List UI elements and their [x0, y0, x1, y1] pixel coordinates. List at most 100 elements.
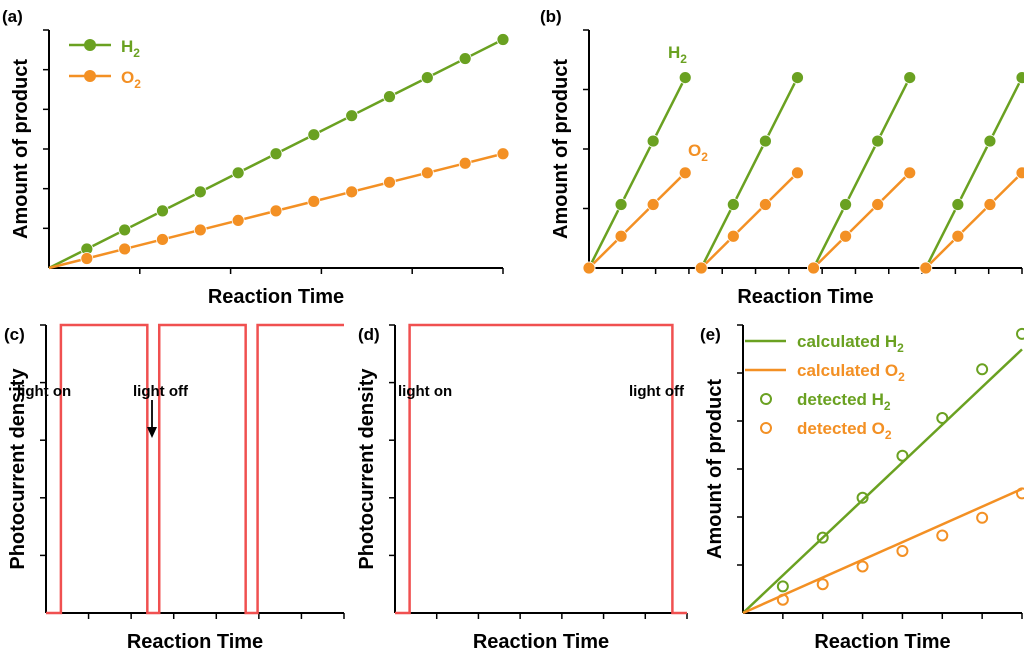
y-axis-title: Amount of product [10, 59, 32, 239]
photocurrent-line [46, 323, 344, 615]
panel-d: (d) Reaction Time Photocurrent density ligh… [356, 323, 688, 649]
legend-marker [760, 422, 772, 434]
data-point-detected-O2 [776, 593, 789, 606]
data-point-O2 [646, 198, 660, 211]
legend-marker [84, 70, 96, 82]
data-point-detected-O2 [1016, 487, 1024, 500]
data-point-O2 [1015, 166, 1024, 180]
panel-e: (e) Reaction Time Amount of product calcula… [700, 324, 1024, 649]
data-point-O2 [951, 229, 965, 243]
data-point-detected-O2 [936, 529, 949, 542]
data-point-H2 [231, 166, 245, 180]
data-point-O2 [307, 194, 321, 208]
panel-label: (e) [700, 325, 721, 344]
arrow-head [147, 427, 157, 438]
data-point-H2 [420, 71, 434, 84]
panel-label: (d) [358, 325, 380, 344]
data-point-H2 [726, 198, 740, 211]
data-point-H2 [156, 204, 169, 218]
y-axis-title: Photocurrent density [356, 368, 378, 570]
legend-label: calculated O2 [797, 361, 905, 384]
data-point-H2 [614, 198, 628, 211]
legend-label: H2 [121, 37, 140, 60]
data-point-H2 [193, 185, 207, 199]
data-point-H2 [951, 198, 965, 211]
data-point-O2 [807, 261, 820, 275]
data-point-H2 [118, 223, 132, 237]
data-point-O2 [269, 204, 283, 218]
panel-b: (b) Reaction Time Amount of product H2 O2 [540, 7, 1024, 308]
data-point-O2 [871, 198, 885, 211]
data-point-H2 [1015, 71, 1024, 84]
series-line-O2 [700, 171, 799, 269]
annotation-light-on: light on [17, 383, 71, 400]
data-point-O2 [383, 175, 396, 189]
series-line-H2 [587, 77, 687, 269]
legend-label: detected O2 [797, 419, 892, 442]
x-axis-title: Reaction Time [737, 286, 873, 308]
legend-label: detected H2 [797, 390, 891, 413]
annotation-light-on: light on [398, 383, 452, 400]
data-point-H2 [383, 90, 396, 104]
photocurrent-line [395, 323, 687, 615]
panel-c: (c) Reaction Time Photocurrent densityligh… [4, 323, 345, 649]
data-point-H2 [345, 109, 359, 123]
series-line-O2 [588, 171, 687, 269]
data-point-detected-O2 [896, 544, 909, 557]
panel-label: (c) [4, 325, 25, 344]
x-axis-title: Reaction Time [814, 631, 950, 649]
series-line-O2 [924, 171, 1023, 269]
data-point-O2 [582, 261, 596, 275]
data-point-O2 [80, 252, 94, 265]
series-line-H2 [924, 77, 1024, 269]
panel-a: (a) Reaction Time Amount of product H2 O2 [2, 7, 510, 308]
data-point-H2 [903, 71, 917, 84]
x-axis-title: Reaction Time [208, 286, 344, 308]
y-axis-title: Photocurrent density [7, 368, 29, 570]
x-axis-title: Reaction Time [127, 631, 263, 649]
annotation-light-off: light off [629, 383, 685, 400]
fit-line-calculated-O2 [742, 487, 1023, 615]
data-point-O2 [118, 242, 132, 256]
data-point-O2 [614, 229, 628, 243]
annotation-h2: H2 [668, 43, 687, 66]
legend-marker [84, 39, 96, 51]
data-point-O2 [420, 166, 434, 180]
annotation-o2: O2 [688, 141, 708, 164]
data-point-H2 [791, 71, 804, 84]
x-axis-title: Reaction Time [473, 631, 609, 649]
data-point-H2 [458, 52, 472, 65]
data-point-O2 [919, 261, 933, 275]
data-point-O2 [231, 213, 245, 227]
data-point-H2 [678, 71, 692, 84]
data-point-O2 [759, 198, 772, 211]
legend-label: calculated H2 [797, 332, 904, 355]
data-point-O2 [839, 229, 852, 243]
data-point-O2 [193, 223, 207, 237]
data-point-H2 [307, 128, 321, 142]
legend-marker [760, 393, 772, 405]
panel-label: (b) [540, 7, 562, 26]
series-line-O2 [812, 171, 911, 269]
legend-label: O2 [121, 68, 141, 91]
y-axis-title: Amount of product [704, 379, 726, 559]
data-point-detected-H2 [1016, 327, 1024, 340]
data-point-H2 [496, 33, 510, 46]
y-axis-title: Amount of product [550, 59, 572, 239]
data-point-O2 [458, 156, 472, 170]
data-point-O2 [791, 166, 804, 180]
data-point-H2 [646, 134, 660, 148]
data-point-O2 [694, 261, 708, 275]
data-point-H2 [983, 134, 997, 148]
data-point-detected-H2 [976, 363, 989, 376]
data-point-O2 [496, 147, 510, 161]
data-point-O2 [156, 233, 169, 246]
data-point-detected-H2 [856, 491, 869, 504]
series-line-H2 [700, 77, 799, 269]
data-point-O2 [983, 198, 997, 211]
data-point-H2 [269, 147, 283, 161]
data-point-detected-O2 [976, 511, 989, 524]
data-point-O2 [678, 166, 692, 180]
data-point-detected-O2 [816, 578, 829, 591]
